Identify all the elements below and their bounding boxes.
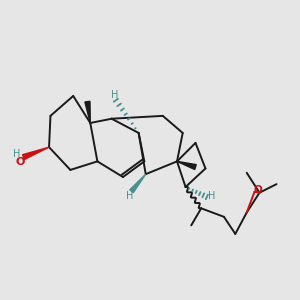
Text: H: H: [111, 90, 118, 100]
Polygon shape: [85, 101, 90, 123]
Polygon shape: [130, 174, 146, 193]
Text: H: H: [208, 190, 216, 200]
Polygon shape: [22, 147, 49, 160]
Text: H: H: [126, 191, 134, 201]
Text: O: O: [16, 157, 25, 167]
Text: H: H: [13, 149, 20, 159]
Text: O: O: [254, 185, 262, 195]
Polygon shape: [177, 161, 196, 169]
